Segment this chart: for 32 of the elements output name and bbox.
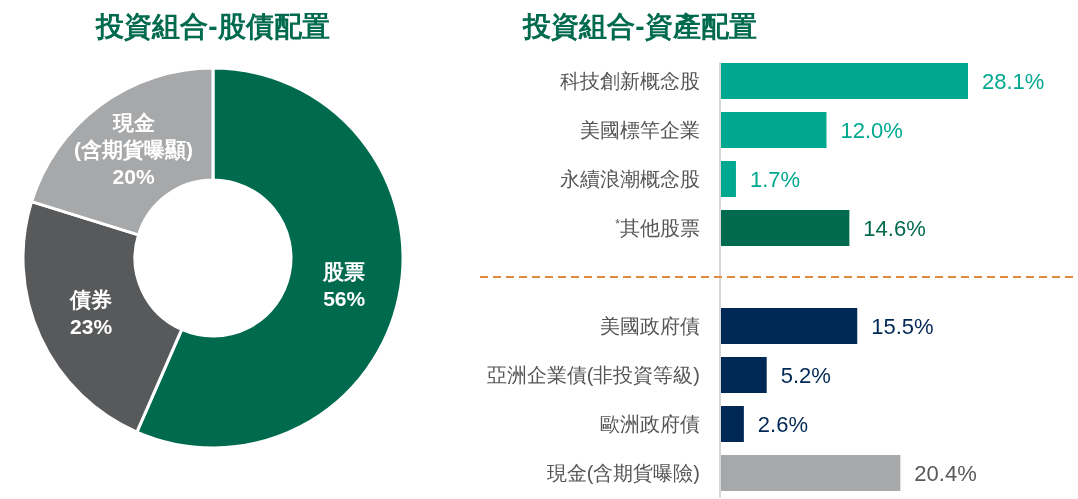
- slice-label: 股票: [322, 259, 366, 283]
- chart-title: 投資組合-資產配置: [522, 11, 757, 42]
- data-label: 2.6%: [757, 412, 809, 437]
- bar: [721, 406, 744, 442]
- bar: [721, 161, 736, 197]
- y-tick-label: 現金(含期貨曝險): [546, 462, 700, 484]
- y-tick-label: $^{*}$其他股票: [615, 217, 700, 239]
- bar: [721, 308, 858, 344]
- chart-title: 投資組合-股債配置: [95, 11, 330, 42]
- slice-label: 債券: [69, 288, 113, 312]
- data-label: 20%: [112, 165, 155, 189]
- data-label: 14.6%: [863, 216, 926, 241]
- bar: [721, 455, 901, 491]
- data-label: 28.1%: [982, 69, 1045, 94]
- data-label: 20.4%: [914, 461, 977, 486]
- bar: [721, 112, 827, 148]
- y-tick-label: 美國政府債: [600, 315, 700, 337]
- y-tick-label: 科技創新概念股: [560, 70, 700, 92]
- y-tick-label: 永續浪潮概念股: [560, 168, 700, 190]
- bar: [721, 357, 767, 393]
- data-label: 56%: [323, 286, 366, 310]
- data-label: 1.7%: [749, 167, 801, 192]
- data-label: 12.0%: [840, 118, 903, 143]
- data-label: 15.5%: [871, 314, 934, 339]
- data-label: 23%: [70, 315, 113, 339]
- y-tick-label: 美國標竿企業: [580, 119, 700, 141]
- data-label: 5.2%: [780, 363, 831, 388]
- y-tick-label: 亞洲企業債(非投資等級): [486, 364, 700, 386]
- bar: [721, 210, 850, 246]
- slice-label: 現金 (含期貨曝顯): [74, 111, 194, 163]
- y-tick-label: 歐洲政府債: [600, 413, 700, 435]
- bar: [721, 63, 968, 99]
